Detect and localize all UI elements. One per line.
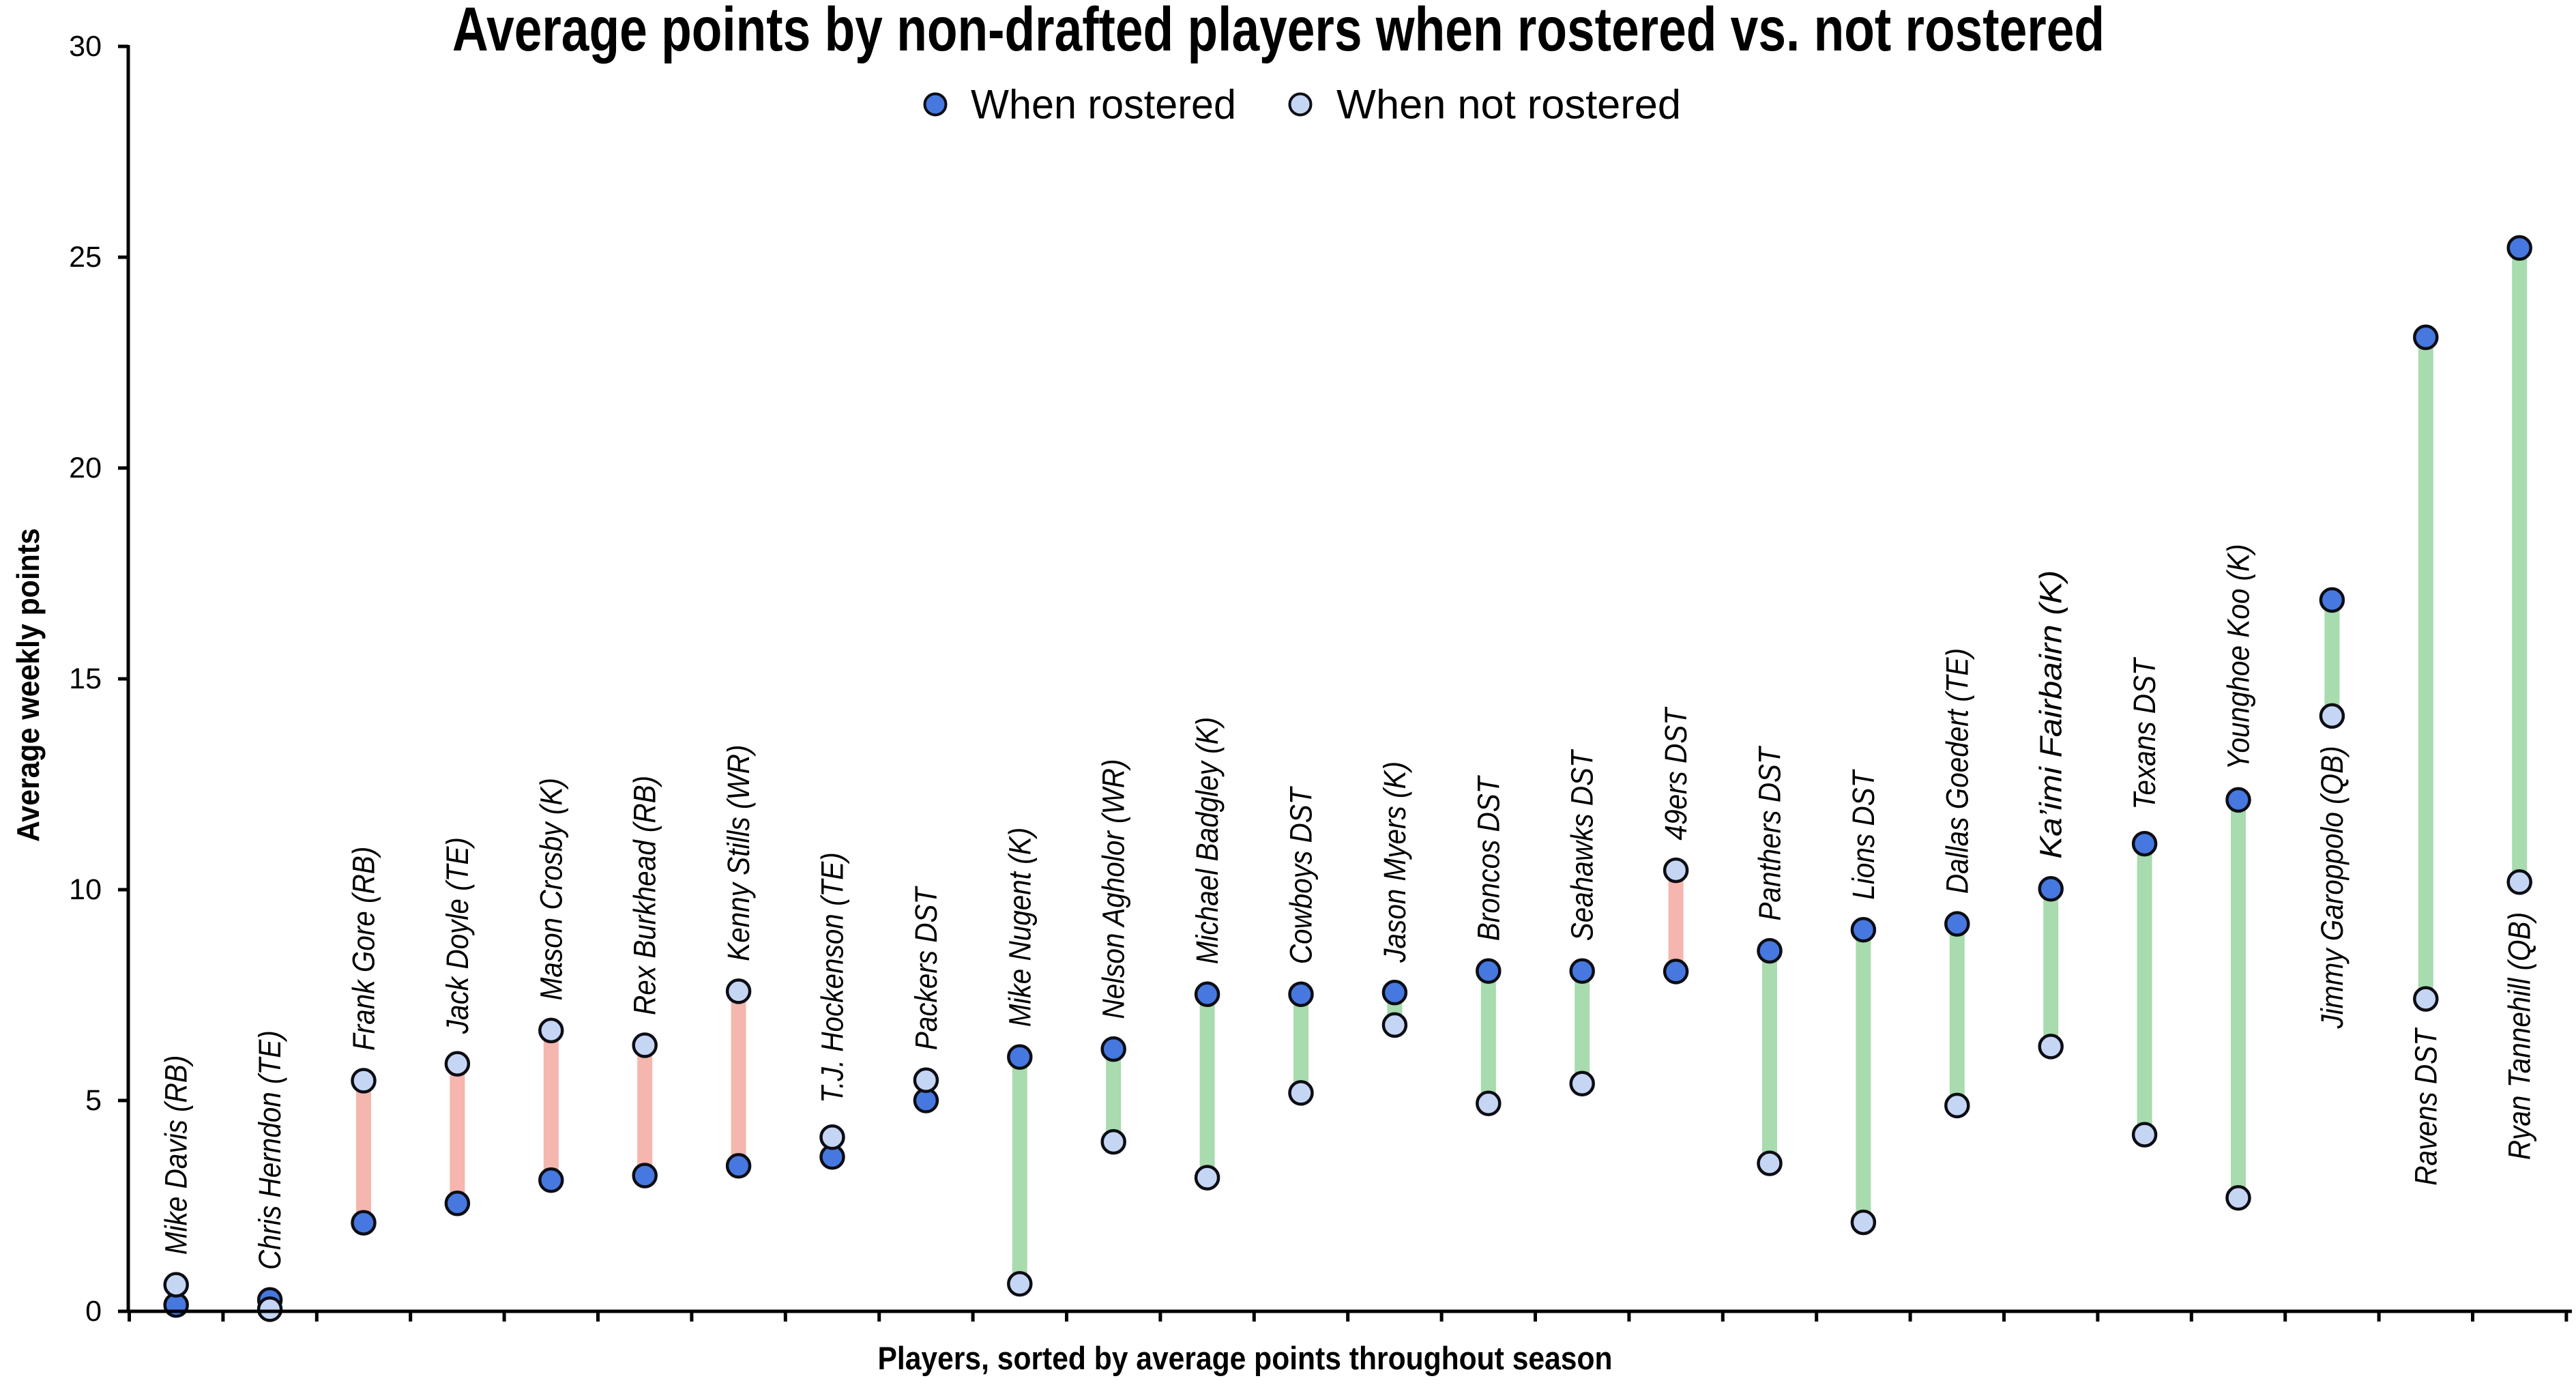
svg-text:Packers DST: Packers DST	[909, 886, 943, 1051]
svg-text:Michael Badgley (K): Michael Badgley (K)	[1190, 717, 1225, 964]
svg-text:Seahawks DST: Seahawks DST	[1565, 748, 1600, 941]
svg-text:Frank Gore (RB): Frank Gore (RB)	[347, 847, 381, 1051]
svg-text:0: 0	[85, 1295, 102, 1328]
svg-text:Chris Herndon (TE): Chris Herndon (TE)	[252, 1030, 287, 1270]
svg-text:Dallas Goedert (TE): Dallas Goedert (TE)	[1940, 648, 1974, 894]
svg-text:30: 30	[69, 30, 102, 63]
svg-text:Mike Davis (RB): Mike Davis (RB)	[159, 1055, 194, 1255]
svg-text:Texans DST: Texans DST	[2127, 656, 2162, 810]
svg-text:Broncos DST: Broncos DST	[1471, 774, 1506, 941]
svg-text:Lions DST: Lions DST	[1846, 768, 1881, 899]
svg-text:Jack Doyle (TE): Jack Doyle (TE)	[440, 837, 475, 1034]
svg-text:Younghoe Koo (K): Younghoe Koo (K)	[2221, 544, 2256, 770]
svg-text:Mike Nugent (K): Mike Nugent (K)	[1002, 828, 1037, 1027]
svg-text:20: 20	[69, 452, 102, 484]
svg-text:Ka’imi Fairbairn (K): Ka’imi Fairbairn (K)	[2034, 570, 2068, 859]
svg-text:Ravens DST: Ravens DST	[2408, 1027, 2443, 1186]
svg-text:5: 5	[85, 1084, 102, 1117]
svg-text:When not rostered: When not rostered	[1336, 82, 1681, 128]
svg-text:Nelson Agholor (WR): Nelson Agholor (WR)	[1096, 759, 1131, 1019]
svg-text:25: 25	[69, 241, 102, 274]
svg-text:Panthers DST: Panthers DST	[1753, 745, 1787, 921]
svg-text:Average weekly points: Average weekly points	[10, 528, 46, 842]
svg-text:Cowboys DST: Cowboys DST	[1284, 785, 1319, 964]
svg-text:Mason Crosby (K): Mason Crosby (K)	[533, 778, 568, 1000]
svg-text:Ryan Tannehill (QB): Ryan Tannehill (QB)	[2502, 912, 2537, 1160]
svg-text:Players, sorted by average poi: Players, sorted by average points throug…	[878, 1340, 1613, 1376]
svg-text:T.J. Hockenson (TE): T.J. Hockenson (TE)	[815, 852, 850, 1103]
svg-text:10: 10	[69, 873, 102, 906]
svg-text:When rostered: When rostered	[971, 82, 1236, 128]
svg-text:Jimmy Garoppolo (QB): Jimmy Garoppolo (QB)	[2315, 746, 2350, 1029]
svg-text:Kenny Stills (WR): Kenny Stills (WR)	[721, 745, 756, 961]
svg-text:Rex Burkhead (RB): Rex Burkhead (RB)	[628, 776, 662, 1015]
svg-text:Average points by non-drafted: Average points by non-drafted players wh…	[452, 0, 2105, 64]
svg-text:49ers DST: 49ers DST	[1658, 706, 1693, 841]
svg-text:15: 15	[69, 662, 102, 695]
svg-text:Jason Myers (K): Jason Myers (K)	[1377, 761, 1412, 963]
